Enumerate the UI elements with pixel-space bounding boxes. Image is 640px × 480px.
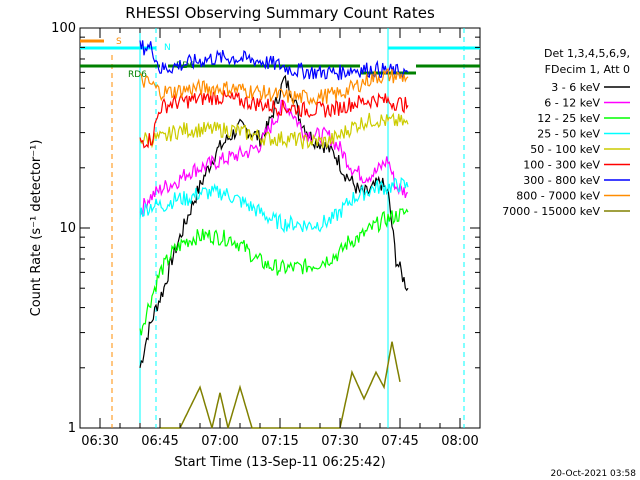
footer-timestamp: 20-Oct-2021 03:58 [551, 469, 637, 479]
legend-entry-label: 7000 - 15000 keV [502, 205, 600, 218]
y-tick-label: 1 [68, 421, 76, 436]
chart-title: RHESSI Observing Summary Count Rates [125, 4, 435, 22]
legend-entry-label: 800 - 7000 keV [516, 190, 600, 203]
x-axis: 06:30 06:45 07:00 07:15 07:30 07:45 08:00 [79, 28, 481, 449]
legend: Det 1,3,4,5,6,9, FDecim 1, Att 0 3 - 6 k… [502, 47, 630, 218]
x-tick-label: 08:00 [441, 434, 478, 449]
x-tick-label: 06:45 [141, 434, 178, 449]
y-tick-label: 100 [51, 21, 76, 36]
legend-header-line-2: FDecim 1, Att 0 [545, 63, 630, 76]
legend-entry-label: 12 - 25 keV [537, 112, 600, 125]
legend-entry-label: 3 - 6 keV [551, 81, 600, 94]
y-axis-label: Count Rate (s⁻¹ detector⁻¹) [29, 140, 44, 317]
legend-entry-label: 50 - 100 keV [530, 143, 600, 156]
legend-entry-label: 25 - 50 keV [537, 128, 600, 141]
y-axis: 1 10 100 [51, 21, 480, 436]
rd6-label: RD6 [176, 61, 195, 71]
series-line [139, 40, 409, 81]
x-axis-label: Start Time (13-Sep-11 06:25:42) [174, 455, 385, 470]
x-tick-label: 07:30 [321, 434, 358, 449]
y-tick-label: 10 [59, 221, 76, 236]
series-layer [139, 40, 409, 429]
series-line [139, 89, 409, 149]
legend-header-line-1: Det 1,3,4,5,6,9, [544, 47, 630, 60]
night-label: N [164, 43, 171, 53]
legend-entry-label: 300 - 800 keV [523, 174, 600, 187]
series-line [139, 99, 409, 218]
legend-entry-label: 6 - 12 keV [544, 97, 600, 110]
x-tick-label: 07:15 [261, 434, 298, 449]
series-line [139, 67, 409, 106]
x-tick-label: 07:00 [201, 434, 238, 449]
x-tick-label: 06:30 [81, 434, 118, 449]
series-line [139, 176, 409, 234]
series-line [139, 112, 409, 150]
series-line [139, 208, 409, 336]
saa-label: S [116, 37, 122, 47]
rd6-label: RD6 [128, 70, 147, 80]
legend-entry-label: 100 - 300 keV [523, 159, 600, 172]
x-tick-label: 07:45 [381, 434, 418, 449]
